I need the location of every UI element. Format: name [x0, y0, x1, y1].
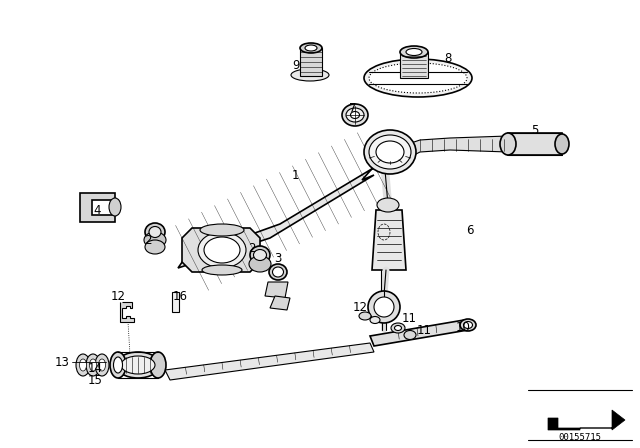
Ellipse shape: [346, 108, 364, 122]
Polygon shape: [408, 136, 508, 158]
Ellipse shape: [250, 246, 270, 264]
Ellipse shape: [149, 227, 161, 237]
Ellipse shape: [351, 112, 360, 119]
Ellipse shape: [86, 354, 100, 376]
Polygon shape: [270, 296, 290, 310]
Ellipse shape: [500, 133, 516, 155]
Ellipse shape: [200, 224, 244, 236]
Ellipse shape: [364, 130, 416, 174]
Ellipse shape: [253, 250, 266, 260]
Polygon shape: [80, 193, 115, 222]
Text: 12: 12: [111, 289, 125, 302]
Ellipse shape: [370, 316, 380, 323]
Polygon shape: [178, 158, 390, 268]
Ellipse shape: [109, 198, 121, 216]
Ellipse shape: [400, 46, 428, 58]
Text: 9: 9: [292, 59, 300, 72]
Ellipse shape: [377, 198, 399, 212]
Polygon shape: [300, 48, 322, 76]
Circle shape: [374, 297, 394, 317]
Ellipse shape: [359, 312, 371, 320]
Text: 1: 1: [291, 168, 299, 181]
Text: 6: 6: [467, 224, 474, 237]
Ellipse shape: [121, 356, 155, 374]
Polygon shape: [265, 282, 288, 298]
Ellipse shape: [406, 48, 422, 56]
Ellipse shape: [145, 223, 165, 241]
Text: 00155715: 00155715: [559, 432, 602, 441]
Text: 12: 12: [353, 301, 367, 314]
Text: 10: 10: [456, 320, 470, 333]
Ellipse shape: [369, 135, 411, 169]
Polygon shape: [548, 410, 625, 430]
Text: 7: 7: [349, 102, 356, 115]
Ellipse shape: [300, 43, 322, 53]
Polygon shape: [400, 52, 428, 78]
Text: 14: 14: [88, 362, 102, 375]
Ellipse shape: [555, 134, 569, 154]
Ellipse shape: [376, 141, 404, 163]
Ellipse shape: [364, 59, 472, 97]
Text: 3: 3: [275, 251, 282, 264]
Text: 5: 5: [531, 124, 539, 137]
Ellipse shape: [369, 63, 467, 93]
Polygon shape: [182, 228, 260, 272]
Ellipse shape: [273, 267, 284, 277]
Ellipse shape: [144, 232, 166, 248]
Ellipse shape: [113, 357, 122, 373]
Ellipse shape: [269, 264, 287, 280]
Ellipse shape: [99, 359, 106, 371]
Ellipse shape: [249, 256, 271, 272]
Ellipse shape: [90, 359, 97, 371]
Ellipse shape: [198, 232, 246, 268]
Bar: [172, 292, 179, 312]
Ellipse shape: [404, 331, 416, 340]
Text: 2: 2: [144, 233, 152, 246]
Ellipse shape: [150, 352, 166, 378]
Text: 13: 13: [54, 356, 69, 369]
Ellipse shape: [305, 45, 317, 51]
Ellipse shape: [391, 323, 405, 333]
Ellipse shape: [79, 359, 86, 371]
Ellipse shape: [110, 352, 126, 378]
Polygon shape: [165, 343, 374, 380]
Text: 8: 8: [444, 52, 452, 65]
Ellipse shape: [204, 237, 240, 263]
Text: 16: 16: [173, 289, 188, 302]
Circle shape: [368, 291, 400, 323]
Text: 2: 2: [248, 241, 256, 254]
Ellipse shape: [202, 265, 242, 275]
Text: 4: 4: [93, 203, 100, 216]
Text: 11: 11: [417, 323, 431, 336]
Text: 11: 11: [401, 311, 417, 324]
Polygon shape: [120, 302, 134, 322]
Polygon shape: [370, 320, 468, 346]
Polygon shape: [508, 133, 562, 155]
Ellipse shape: [460, 319, 476, 331]
Ellipse shape: [394, 326, 401, 331]
Ellipse shape: [76, 354, 90, 376]
Ellipse shape: [145, 240, 165, 254]
Ellipse shape: [463, 322, 472, 328]
Ellipse shape: [342, 104, 368, 126]
Ellipse shape: [291, 69, 329, 81]
Ellipse shape: [116, 352, 160, 378]
Polygon shape: [372, 210, 406, 270]
Ellipse shape: [95, 354, 109, 376]
Text: 15: 15: [88, 374, 102, 387]
